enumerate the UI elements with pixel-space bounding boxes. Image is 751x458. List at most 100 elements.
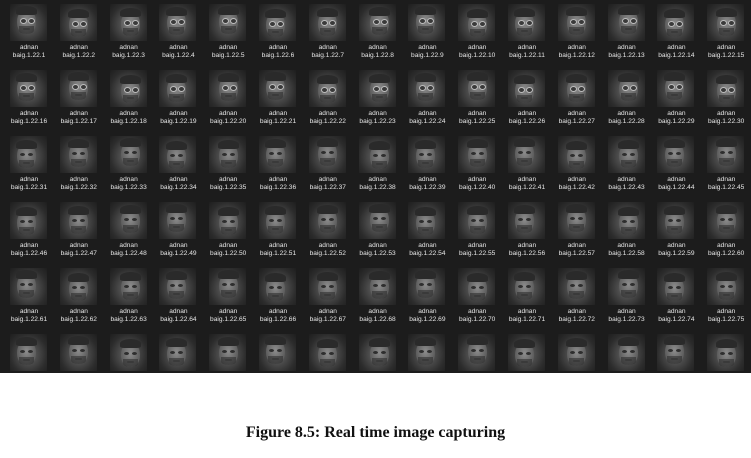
image-file-tile[interactable]: adnan baig.1.22.52 xyxy=(303,198,353,264)
image-file-tile[interactable]: adnan baig.1.22.30 xyxy=(701,66,751,132)
image-file-tile[interactable] xyxy=(303,330,353,373)
file-name-label: adnan baig.1.22.75 xyxy=(699,308,751,324)
image-file-tile[interactable]: adnan baig.1.22.35 xyxy=(203,132,253,198)
image-file-tile[interactable] xyxy=(54,330,104,373)
image-file-tile[interactable] xyxy=(104,330,154,373)
image-file-tile[interactable] xyxy=(4,330,54,373)
face-thumbnail xyxy=(109,202,147,239)
file-name-line-2: baig.1.22.49 xyxy=(160,250,197,258)
image-file-tile[interactable]: adnan baig.1.22.6 xyxy=(253,0,303,66)
image-file-tile[interactable]: adnan baig.1.22.72 xyxy=(552,264,602,330)
image-file-tile[interactable]: adnan baig.1.22.62 xyxy=(54,264,104,330)
image-file-tile[interactable]: adnan baig.1.22.40 xyxy=(452,132,502,198)
image-file-tile[interactable]: adnan baig.1.22.53 xyxy=(353,198,403,264)
image-file-tile[interactable]: adnan baig.1.22.16 xyxy=(4,66,54,132)
image-file-tile[interactable]: adnan baig.1.22.48 xyxy=(104,198,154,264)
image-file-tile[interactable]: adnan baig.1.22.21 xyxy=(253,66,303,132)
image-file-tile[interactable]: adnan baig.1.22.58 xyxy=(602,198,652,264)
image-file-tile[interactable]: adnan baig.1.22.23 xyxy=(353,66,403,132)
image-file-tile[interactable]: adnan baig.1.22.38 xyxy=(353,132,403,198)
image-file-tile[interactable]: adnan baig.1.22.29 xyxy=(651,66,701,132)
image-file-tile[interactable]: adnan baig.1.22.45 xyxy=(701,132,751,198)
image-file-tile[interactable]: adnan baig.1.22.19 xyxy=(153,66,203,132)
image-file-tile[interactable]: adnan baig.1.22.75 xyxy=(701,264,751,330)
image-file-tile[interactable] xyxy=(452,330,502,373)
file-name-label: adnan baig.1.22.14 xyxy=(649,44,703,60)
image-file-tile[interactable]: adnan baig.1.22.70 xyxy=(452,264,502,330)
file-name-line-1: adnan xyxy=(368,44,387,51)
image-file-tile[interactable]: adnan baig.1.22.34 xyxy=(153,132,203,198)
image-file-tile[interactable]: adnan baig.1.22.22 xyxy=(303,66,353,132)
image-file-tile[interactable]: adnan baig.1.22.12 xyxy=(552,0,602,66)
image-file-tile[interactable]: adnan baig.1.22.66 xyxy=(253,264,303,330)
image-file-tile[interactable]: adnan baig.1.22.59 xyxy=(651,198,701,264)
image-file-tile[interactable]: adnan baig.1.22.46 xyxy=(4,198,54,264)
image-file-tile[interactable]: adnan baig.1.22.51 xyxy=(253,198,303,264)
image-file-tile[interactable]: adnan baig.1.22.4 xyxy=(153,0,203,66)
image-file-tile[interactable]: adnan baig.1.22.26 xyxy=(502,66,552,132)
image-file-tile[interactable]: adnan baig.1.22.60 xyxy=(701,198,751,264)
image-file-tile[interactable]: adnan baig.1.22.33 xyxy=(104,132,154,198)
image-file-tile[interactable] xyxy=(203,330,253,373)
image-file-tile[interactable]: adnan baig.1.22.25 xyxy=(452,66,502,132)
image-file-tile[interactable]: adnan baig.1.22.44 xyxy=(651,132,701,198)
image-file-tile[interactable]: adnan baig.1.22.50 xyxy=(203,198,253,264)
image-file-tile[interactable]: adnan baig.1.22.27 xyxy=(552,66,602,132)
image-file-tile[interactable]: adnan baig.1.22.49 xyxy=(153,198,203,264)
image-file-tile[interactable]: adnan baig.1.22.65 xyxy=(203,264,253,330)
image-file-tile[interactable]: adnan baig.1.22.37 xyxy=(303,132,353,198)
image-file-tile[interactable]: adnan baig.1.22.68 xyxy=(353,264,403,330)
image-file-tile[interactable] xyxy=(153,330,203,373)
image-file-tile[interactable]: adnan baig.1.22.47 xyxy=(54,198,104,264)
image-file-tile[interactable]: adnan baig.1.22.3 xyxy=(104,0,154,66)
image-file-tile[interactable]: adnan baig.1.22.39 xyxy=(402,132,452,198)
image-file-tile[interactable] xyxy=(602,330,652,373)
image-file-tile[interactable]: adnan baig.1.22.24 xyxy=(402,66,452,132)
image-file-tile[interactable]: adnan baig.1.22.63 xyxy=(104,264,154,330)
image-file-tile[interactable]: adnan baig.1.22.14 xyxy=(651,0,701,66)
file-name-line-2: baig.1.22.52 xyxy=(309,250,346,258)
image-file-tile[interactable]: adnan baig.1.22.57 xyxy=(552,198,602,264)
image-file-tile[interactable]: adnan baig.1.22.31 xyxy=(4,132,54,198)
file-name-line-1: adnan xyxy=(318,176,337,183)
image-file-tile[interactable]: adnan baig.1.22.15 xyxy=(701,0,751,66)
image-file-tile[interactable]: adnan baig.1.22.10 xyxy=(452,0,502,66)
image-file-tile[interactable]: adnan baig.1.22.28 xyxy=(602,66,652,132)
image-file-tile[interactable]: adnan baig.1.22.73 xyxy=(602,264,652,330)
file-name-label: adnan baig.1.22.52 xyxy=(301,242,355,258)
image-file-tile[interactable] xyxy=(353,330,403,373)
image-file-tile[interactable]: adnan baig.1.22.13 xyxy=(602,0,652,66)
image-file-tile[interactable]: adnan baig.1.22.43 xyxy=(602,132,652,198)
file-name-line-2: baig.1.22.10 xyxy=(459,52,496,60)
image-file-tile[interactable]: adnan baig.1.22.61 xyxy=(4,264,54,330)
image-file-tile[interactable]: adnan baig.1.22.54 xyxy=(402,198,452,264)
image-file-tile[interactable]: adnan baig.1.22.20 xyxy=(203,66,253,132)
image-file-tile[interactable] xyxy=(552,330,602,373)
image-file-tile[interactable]: adnan baig.1.22.5 xyxy=(203,0,253,66)
image-file-tile[interactable] xyxy=(253,330,303,373)
image-file-tile[interactable]: adnan baig.1.22.64 xyxy=(153,264,203,330)
image-file-tile[interactable]: adnan baig.1.22.42 xyxy=(552,132,602,198)
image-file-tile[interactable]: adnan baig.1.22.74 xyxy=(651,264,701,330)
image-file-tile[interactable]: adnan baig.1.22.17 xyxy=(54,66,104,132)
image-file-tile[interactable]: adnan baig.1.22.7 xyxy=(303,0,353,66)
image-file-tile[interactable]: adnan baig.1.22.36 xyxy=(253,132,303,198)
image-file-tile[interactable] xyxy=(502,330,552,373)
image-file-tile[interactable]: adnan baig.1.22.71 xyxy=(502,264,552,330)
image-file-tile[interactable] xyxy=(402,330,452,373)
image-file-tile[interactable]: adnan baig.1.22.2 xyxy=(54,0,104,66)
image-file-tile[interactable]: adnan baig.1.22.8 xyxy=(353,0,403,66)
image-file-tile[interactable] xyxy=(651,330,701,373)
image-file-tile[interactable]: adnan baig.1.22.18 xyxy=(104,66,154,132)
image-file-tile[interactable]: adnan baig.1.22.32 xyxy=(54,132,104,198)
image-file-tile[interactable]: adnan baig.1.22.1 xyxy=(4,0,54,66)
image-file-tile[interactable]: adnan baig.1.22.56 xyxy=(502,198,552,264)
image-file-tile[interactable]: adnan baig.1.22.11 xyxy=(502,0,552,66)
image-file-tile[interactable]: adnan baig.1.22.67 xyxy=(303,264,353,330)
image-file-tile[interactable]: adnan baig.1.22.41 xyxy=(502,132,552,198)
file-name-label: adnan baig.1.22.72 xyxy=(550,308,604,324)
image-file-tile[interactable] xyxy=(701,330,751,373)
image-file-tile[interactable]: adnan baig.1.22.69 xyxy=(402,264,452,330)
image-file-tile[interactable]: adnan baig.1.22.9 xyxy=(402,0,452,66)
image-file-tile[interactable]: adnan baig.1.22.55 xyxy=(452,198,502,264)
